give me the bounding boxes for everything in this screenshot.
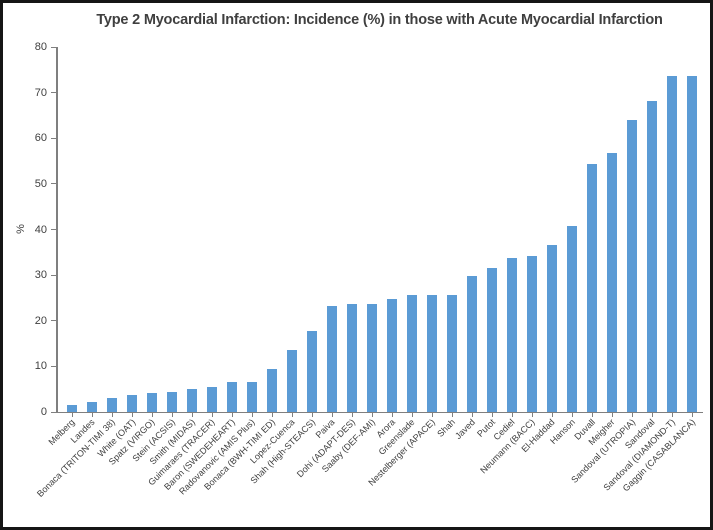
x-tick-mark xyxy=(412,413,413,417)
x-tick-mark xyxy=(292,413,293,417)
bar xyxy=(567,226,577,412)
bar xyxy=(487,268,497,412)
x-tick-mark xyxy=(672,413,673,417)
bar xyxy=(227,382,237,412)
bar xyxy=(447,295,457,412)
x-tick-mark xyxy=(472,413,473,417)
y-tick-label: 50 xyxy=(34,177,47,190)
y-tick-mark xyxy=(51,365,56,367)
x-tick-mark xyxy=(572,413,573,417)
y-axis xyxy=(56,47,58,412)
y-tick-mark xyxy=(51,229,56,230)
bar xyxy=(127,395,137,412)
y-tick-label: 0 xyxy=(40,406,47,418)
x-tick-mark xyxy=(212,413,213,417)
bar xyxy=(87,402,97,412)
x-tick-mark xyxy=(492,413,493,417)
x-tick-mark xyxy=(532,413,533,417)
y-tick-mark xyxy=(51,320,56,322)
x-tick-mark xyxy=(192,413,193,417)
x-tick-mark xyxy=(552,413,553,417)
x-tick-mark xyxy=(392,413,393,417)
y-tick-label: 80 xyxy=(34,41,47,53)
x-tick-mark xyxy=(152,413,153,417)
bar xyxy=(327,306,337,412)
y-tick-label: 60 xyxy=(34,132,47,145)
y-tick-mark xyxy=(51,92,56,94)
y-tick-mark xyxy=(51,274,56,276)
x-tick-mark xyxy=(692,413,693,417)
bar xyxy=(287,350,297,412)
y-tick-label: 30 xyxy=(34,269,47,282)
x-tick-mark xyxy=(652,413,653,417)
x-tick-mark xyxy=(272,413,273,417)
bar xyxy=(587,164,597,412)
bar xyxy=(207,387,217,412)
x-tick-mark xyxy=(232,413,233,417)
x-tick-mark xyxy=(612,413,613,417)
bar xyxy=(167,392,177,412)
bar xyxy=(467,276,477,412)
x-tick-mark xyxy=(632,413,633,417)
bar xyxy=(607,153,617,412)
y-tick-label: 70 xyxy=(34,86,47,99)
bar xyxy=(347,304,357,412)
x-tick-mark xyxy=(432,413,433,417)
bar xyxy=(147,393,157,412)
y-tick-label: 20 xyxy=(34,314,47,327)
bar xyxy=(187,389,197,412)
bar xyxy=(407,295,417,412)
bar xyxy=(67,405,77,412)
x-tick-mark xyxy=(312,413,313,417)
y-tick-mark xyxy=(51,183,56,185)
bar xyxy=(667,76,677,412)
bar xyxy=(507,258,517,412)
x-tick-mark xyxy=(452,413,453,417)
chart-title: Type 2 Myocardial Infarction: Incidence … xyxy=(96,12,663,28)
bar xyxy=(687,76,697,412)
x-tick-label: Javed xyxy=(453,417,478,442)
x-tick-mark xyxy=(72,413,73,417)
x-tick-mark xyxy=(332,413,333,417)
bar xyxy=(267,369,277,412)
y-tick-label: 10 xyxy=(34,360,47,373)
bar xyxy=(307,331,317,412)
x-tick-mark xyxy=(252,413,253,417)
x-tick-mark xyxy=(112,413,113,417)
x-tick-mark xyxy=(592,413,593,417)
x-axis xyxy=(56,411,703,413)
y-tick-mark xyxy=(51,137,56,139)
bar xyxy=(547,245,557,412)
bar xyxy=(627,120,637,412)
x-tick-mark xyxy=(132,413,133,417)
y-tick-mark xyxy=(51,46,56,48)
bar xyxy=(107,398,117,412)
bar xyxy=(647,101,657,412)
x-tick-mark xyxy=(172,413,173,417)
bar xyxy=(247,382,257,412)
x-tick-mark xyxy=(512,413,513,417)
y-tick-mark xyxy=(51,411,56,413)
bar xyxy=(427,295,437,412)
bar xyxy=(387,299,397,412)
y-tick-label: 40 xyxy=(34,223,47,236)
bar xyxy=(527,256,537,412)
x-tick-mark xyxy=(92,413,93,417)
x-tick-mark xyxy=(372,413,373,417)
x-tick-mark xyxy=(352,413,353,417)
bar xyxy=(367,304,377,412)
